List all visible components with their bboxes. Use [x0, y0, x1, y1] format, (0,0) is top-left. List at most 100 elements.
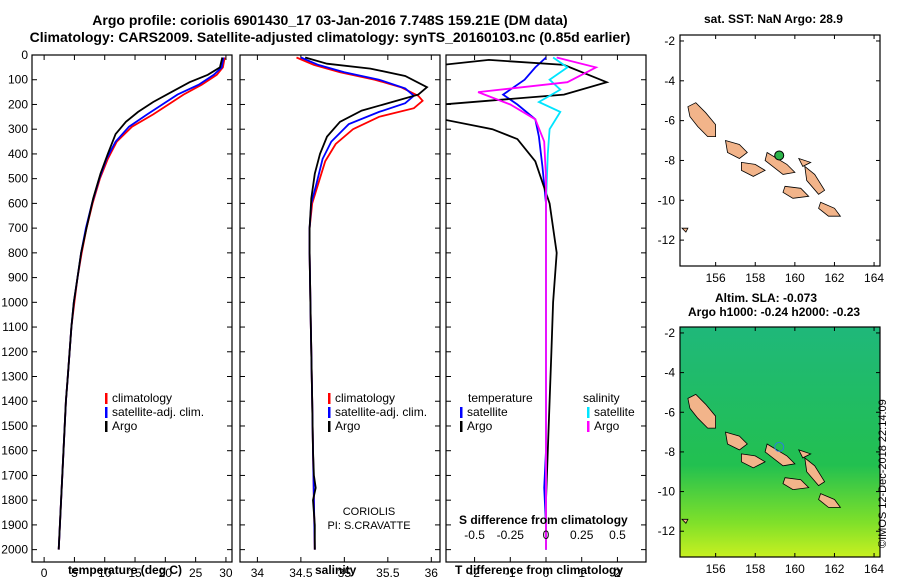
sla-map-panel: 156 158 160 162 164 -2 -4 -6 -8 -10 -12 [658, 326, 885, 576]
sla-map-island-4 [782, 477, 810, 491]
diff-legend-sal-satellite-label: satellite [594, 405, 635, 419]
sst-map-island-6 [818, 201, 842, 217]
sdiff-xtick-label: 0.25 [570, 528, 594, 542]
ytick-label: 1300 [1, 370, 28, 384]
temp-legend-climatology-label: climatology [112, 391, 172, 405]
ytick-label: 400 [8, 147, 28, 161]
diff-legend-temp-argo-swatch [460, 421, 463, 432]
sla-map-xtick-label: 158 [745, 562, 765, 576]
temperature-xtick-label: 20 [159, 566, 173, 580]
sal-legend-climatology-swatch [328, 393, 331, 404]
sdiff-xtick-label: -0.5 [464, 528, 485, 542]
sst-map-xtick-label: 156 [706, 271, 726, 285]
timestamp-stamp: ©IMOS 12-Dec-2018 22:14:09 [877, 399, 889, 548]
temperature-series-0-line [57, 57, 226, 550]
ytick-label: 2000 [1, 543, 28, 557]
difference-xtick-label: 0 [543, 566, 550, 580]
sst-map-panel: 156 158 160 162 164 -2 -4 -6 -8 -10 -12 [658, 34, 885, 285]
ytick-label: 1900 [1, 518, 28, 532]
sst-map-ytick-label: -8 [664, 153, 675, 167]
sla-map-frame [679, 326, 881, 558]
sst-map-ytick-label: -4 [664, 74, 675, 88]
ytick-label: 1600 [1, 444, 28, 458]
temp-legend-climatology-swatch [105, 393, 108, 404]
sst-map-xtick-label: 160 [785, 271, 805, 285]
diff-legend-temp-satellite-label: satellite [467, 405, 508, 419]
annotation-institution: CORIOLIS [343, 506, 396, 518]
sst-map-island-3 [764, 151, 796, 175]
temperature-series-1-line [57, 57, 225, 550]
ytick-label: 1700 [1, 468, 28, 482]
sst-map-ytick-label: -2 [664, 34, 675, 48]
difference-series-3-line [477, 56, 599, 550]
sla-map-ytick-label: -6 [664, 405, 675, 419]
temperature-xtick-label: 5 [71, 566, 78, 580]
difference-series-group [446, 56, 610, 550]
temp-legend-argo-label: Argo [112, 419, 138, 433]
sla-map-island-0 [687, 393, 716, 429]
ytick-label: 800 [8, 246, 28, 260]
difference-xtick-label: 1 [578, 566, 585, 580]
difference-panel: -2 -1 0 1 2-0.5 -0.25 0 0.25 0.5temperaturesatel… [445, 54, 647, 580]
sst-map-ytick-label: -10 [658, 193, 676, 207]
ytick-label: 1500 [1, 419, 28, 433]
difference-series-1-line [446, 58, 610, 550]
sal-legend-argo-label: Argo [335, 419, 361, 433]
salinity-xtick-label: 36 [425, 566, 439, 580]
ytick-label: 900 [8, 271, 28, 285]
temperature-xtick-label: 0 [41, 566, 48, 580]
sdiff-xtick-label: 0 [543, 528, 550, 542]
temperature-panel: 0100200300400500600700800900100011001200… [1, 48, 233, 580]
sla-map-xtick-label: 162 [824, 562, 844, 576]
sst-map-frame [679, 34, 881, 267]
sdiff-xtick-label: -0.25 [497, 528, 525, 542]
ytick-label: 1200 [1, 345, 28, 359]
salinity-series-group [296, 56, 429, 550]
sst-map-island-2 [741, 161, 766, 177]
ytick-label: 100 [8, 73, 28, 87]
temperature-series-group [57, 57, 226, 550]
temp-legend-argo-swatch [105, 421, 108, 432]
figure-title-line2: Climatology: CARS2009. Satellite-adjuste… [29, 29, 631, 45]
temperature-xtick-label: 25 [189, 566, 203, 580]
sla-map-ytick-label: -10 [658, 485, 676, 499]
ytick-label: 1400 [1, 394, 28, 408]
sla-map-xtick-label: 156 [706, 562, 726, 576]
sdiff-xtick-label: 0.5 [609, 528, 626, 542]
sal-legend-climatology-label: climatology [335, 391, 395, 405]
salinity-series-1-line [300, 56, 416, 550]
sla-map-island-5 [804, 456, 826, 487]
diff-legend-salinity-title: salinity [583, 391, 620, 405]
sst-map-ytick-label: -6 [664, 114, 675, 128]
temp-legend-satellite-label: satellite-adj. clim. [112, 405, 204, 419]
difference-xtick-label: 2 [614, 566, 621, 580]
sst-map-island-8 [681, 227, 689, 233]
sla-map-island-1 [725, 431, 748, 451]
ytick-label: 1800 [1, 493, 28, 507]
sla-map-ytick-label: -2 [664, 326, 675, 340]
sla-map-island-7 [798, 449, 812, 459]
salinity-xtick-label: 34 [251, 566, 265, 580]
temperature-frame [31, 54, 233, 563]
sla-map-ytick-label: -8 [664, 445, 675, 459]
sst-map-xtick-label: 158 [745, 271, 765, 285]
sla-map-island-2 [741, 453, 766, 469]
salinity-series-0-line [296, 56, 424, 550]
tdiff-axis-label: T difference from climatology [455, 563, 624, 577]
diff-legend-temp-satellite-swatch [460, 407, 463, 418]
sst-map-island-1 [725, 139, 748, 159]
sst-map-argo-marker [774, 150, 785, 161]
sla-map-xtick-label: 160 [785, 562, 805, 576]
sla-map-island-3 [764, 443, 796, 467]
sal-legend-satellite-label: satellite-adj. clim. [335, 405, 427, 419]
salinity-xtick-label: 34.5 [289, 566, 313, 580]
ytick-label: 200 [8, 97, 28, 111]
diff-legend-sal-argo-swatch [587, 421, 590, 432]
ytick-label: 1100 [2, 320, 28, 334]
sla-map-island-8 [681, 518, 689, 524]
salinity-xtick-label: 35 [338, 566, 352, 580]
annotation-pi: PI: S.CRAVATTE [327, 520, 410, 532]
diff-legend-temperature-title: temperature [468, 391, 533, 405]
salinity-xtick-label: 35.5 [376, 566, 400, 580]
